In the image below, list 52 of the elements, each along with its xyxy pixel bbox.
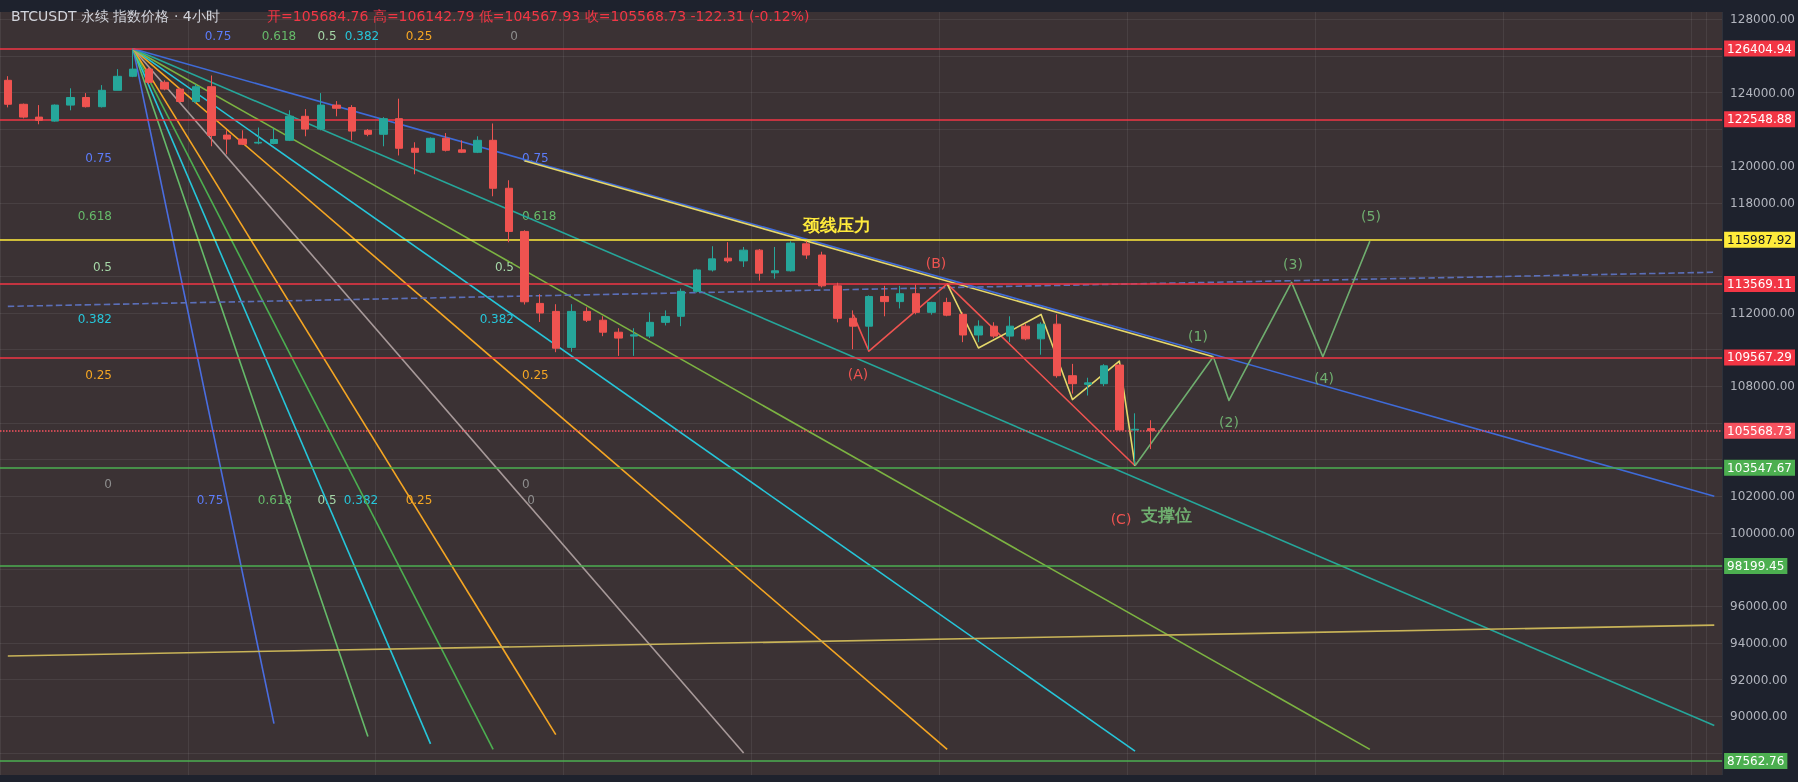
annotation: 0.5	[92, 260, 112, 274]
annotation: (3)	[1283, 256, 1303, 272]
annotation: 0.75	[204, 29, 232, 43]
y-tick-label: 94000.00	[1730, 635, 1788, 650]
ref-line-label: 103547.67	[1727, 460, 1793, 475]
ref-line-label: 126404.94	[1727, 41, 1793, 56]
annotation: 0.382	[344, 29, 380, 43]
ref-line-label: 113569.11	[1727, 277, 1793, 292]
annotation: (2)	[1219, 414, 1239, 430]
chart-title: BTCUSDT 永续 指数价格 · 4小时	[11, 8, 220, 24]
annotation: 0	[522, 477, 530, 491]
ref-line-label: 122548.88	[1727, 112, 1793, 127]
y-tick-label: 92000.00	[1730, 672, 1788, 687]
annotation: 0.75	[85, 151, 112, 165]
annotation: 0.382	[77, 312, 112, 326]
y-tick-label: 108000.00	[1730, 379, 1796, 394]
annotation: (C)	[1110, 511, 1132, 527]
annotation: 0	[510, 29, 518, 43]
annotation: (1)	[1188, 328, 1208, 344]
annotation: 0.25	[405, 29, 433, 43]
annotation: 0.75	[196, 493, 224, 507]
y-tick-label: 112000.00	[1730, 305, 1796, 320]
y-tick-label: 124000.00	[1730, 85, 1796, 100]
annotation: (4)	[1314, 370, 1334, 386]
ref-line-label: 87562.76	[1727, 754, 1785, 769]
annotation: 0.25	[85, 368, 112, 382]
chart-subtitle: 开=105684.76 高=106142.79 低=104567.93 收=105568.73 -122.31 (-0.12%)	[267, 8, 810, 24]
annotation: 颈线压力	[802, 215, 871, 235]
annotation: 0.382	[479, 312, 514, 326]
y-tick-label: 100000.00	[1730, 525, 1796, 540]
y-tick-label: 128000.00	[1730, 12, 1796, 27]
annotation: (A)	[847, 366, 869, 382]
ref-line-label: 109567.29	[1727, 350, 1793, 365]
y-tick-label: 102000.00	[1730, 489, 1796, 504]
annotation: 0.5	[317, 29, 337, 43]
annotation: 0	[104, 477, 112, 491]
annotation: (B)	[925, 255, 947, 271]
y-tick-label: 90000.00	[1730, 709, 1788, 724]
annotation: 0.618	[77, 209, 112, 223]
annotation: 0.618	[522, 209, 557, 223]
annotation: 支撑位	[1140, 505, 1192, 525]
annotation: 0	[527, 493, 535, 507]
annotation: (5)	[1361, 208, 1381, 224]
ref-line-label: 115987.92	[1727, 232, 1793, 247]
annotation: 0.5	[494, 260, 514, 274]
ref-line-label: 98199.45	[1727, 558, 1785, 573]
y-tick-label: 118000.00	[1730, 195, 1796, 210]
annotation: 0.618	[261, 29, 297, 43]
y-tick-label: 120000.00	[1730, 159, 1796, 174]
y-tick-label: 96000.00	[1730, 599, 1788, 614]
annotation: 0.25	[522, 368, 549, 382]
ref-line-label: 105568.73	[1727, 423, 1793, 438]
